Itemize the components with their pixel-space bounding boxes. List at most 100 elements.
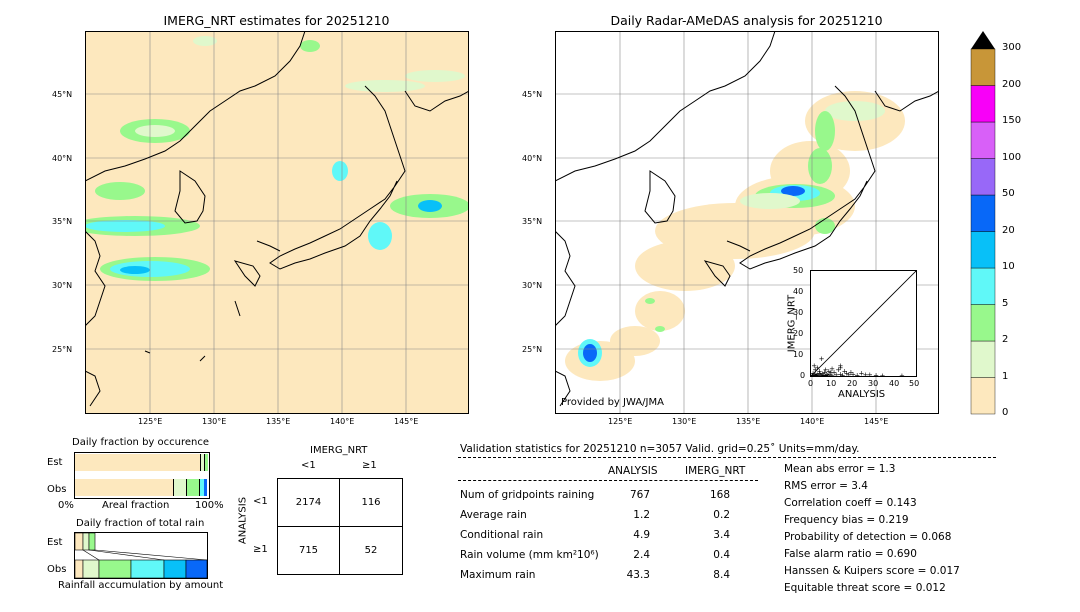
validation-col-analysis: ANALYSIS bbox=[608, 465, 658, 477]
stat-label: Rain volume (mm km²10⁶) bbox=[460, 549, 599, 561]
scatter-ytick: 40 bbox=[793, 287, 804, 296]
stat-imerg: 0.2 bbox=[713, 509, 730, 521]
stat-label: Maximum rain bbox=[460, 569, 536, 581]
rain-patch bbox=[300, 40, 320, 52]
scatter-point: + bbox=[844, 369, 850, 376]
right-map-title: Daily Radar-AMeDAS analysis for 20251210 bbox=[610, 13, 883, 28]
colorbar-bin bbox=[970, 340, 996, 378]
occurrence-obs-bar-2 bbox=[187, 479, 200, 496]
scatter-point: + bbox=[858, 369, 864, 376]
validation-col-imerg: IMERG_NRT bbox=[685, 465, 746, 477]
occurrence-title: Daily fraction by occurence bbox=[72, 437, 210, 448]
rain-obs-bar-0 bbox=[74, 559, 84, 579]
colorbar-labels: 0 1 2 5 10 20 50 100 150 200 300 bbox=[1002, 30, 1042, 418]
scatter-point: + bbox=[814, 371, 820, 376]
scatter-point: + bbox=[811, 362, 817, 370]
scatter-point: + bbox=[811, 369, 816, 376]
scatter-point: + bbox=[812, 366, 818, 374]
contingency-col-header: IMERG_NRT bbox=[310, 445, 368, 456]
rain-patch bbox=[135, 125, 175, 137]
scatter-point: + bbox=[840, 371, 846, 376]
occurrence-axis-right: 100% bbox=[195, 500, 224, 511]
scatter-point: + bbox=[813, 372, 819, 376]
colorbar-extend-arrow bbox=[971, 31, 995, 49]
left-map: 45°N 40°N 35°N 30°N 25°N bbox=[85, 31, 469, 414]
score-line: Mean abs error = 1.3 bbox=[784, 463, 896, 475]
contingency-cell-11: 2174 bbox=[295, 497, 322, 508]
scatter-point: + bbox=[814, 364, 820, 372]
colorbar-label: 20 bbox=[1002, 225, 1015, 236]
scatter-ytick: 0 bbox=[800, 371, 806, 380]
rain-patch bbox=[405, 70, 465, 82]
scatter-xtick: 20 bbox=[847, 379, 858, 388]
occurrence-obs-bar-4 bbox=[204, 479, 207, 496]
scatter-point: + bbox=[842, 367, 848, 375]
stat-label: Conditional rain bbox=[460, 529, 544, 541]
credit-text: Provided by JWA/JMA bbox=[561, 397, 664, 408]
rain-patch bbox=[193, 36, 217, 46]
scatter-point: + bbox=[815, 372, 821, 376]
occurrence-obs-bar-1 bbox=[174, 479, 187, 496]
occurrence-axis-mid: Areal fraction bbox=[102, 500, 170, 511]
scatter-point: + bbox=[827, 371, 833, 376]
rain-patch bbox=[418, 200, 442, 212]
diagonal-line bbox=[811, 271, 916, 376]
score-line: False alarm ratio = 0.690 bbox=[784, 548, 917, 560]
stat-imerg: 3.4 bbox=[713, 529, 730, 541]
lat-label: 45°N bbox=[522, 90, 543, 99]
right-map-frame bbox=[555, 31, 939, 414]
score-line: Hanssen & Kuipers score = 0.017 bbox=[784, 565, 960, 577]
colorbar-bin bbox=[970, 231, 996, 269]
contingency-row-ge: ≥1 bbox=[253, 544, 268, 555]
stat-analysis: 1.2 bbox=[633, 509, 650, 521]
colorbar-bin bbox=[970, 48, 996, 86]
validation-divider bbox=[458, 457, 996, 458]
contingency-row-header: ANALYSIS bbox=[237, 496, 249, 545]
contingency-grid: 2174 116 715 52 bbox=[277, 478, 403, 575]
scatter-point: + bbox=[823, 366, 829, 374]
contingency-cell-21: 715 bbox=[298, 545, 319, 556]
scatter-point: + bbox=[829, 365, 835, 373]
scatter-point: + bbox=[873, 372, 879, 376]
lat-label: 25°N bbox=[522, 345, 543, 354]
colorbar-label: 5 bbox=[1002, 298, 1009, 309]
scatter-xtick: 50 bbox=[909, 379, 920, 388]
scatter-xlabel: ANALYSIS bbox=[838, 389, 886, 400]
scatter-point: + bbox=[811, 372, 815, 376]
radar-rain bbox=[578, 101, 885, 367]
scatter-point: + bbox=[820, 370, 826, 376]
scatter-xtick: 0 bbox=[808, 379, 814, 388]
occurrence-obs-bar-3 bbox=[200, 479, 204, 496]
contingency-col-ge: ≥1 bbox=[362, 460, 377, 471]
scatter-point: + bbox=[824, 370, 830, 376]
rain-est-bar-0 bbox=[74, 532, 84, 551]
colorbar-label: 50 bbox=[1002, 188, 1015, 199]
rain-patch bbox=[368, 222, 392, 250]
scatter-point: + bbox=[823, 372, 829, 376]
colorbar bbox=[970, 31, 996, 415]
rain-patch bbox=[345, 80, 425, 92]
rain-patch bbox=[85, 220, 165, 232]
lat-label: 40°N bbox=[522, 154, 543, 163]
stat-analysis: 767 bbox=[629, 489, 650, 501]
occurrence-est-bar-2 bbox=[205, 454, 208, 471]
colorbar-label: 200 bbox=[1002, 79, 1022, 90]
rain-fraction-row-obs: Obs bbox=[47, 564, 67, 575]
scatter-point: + bbox=[811, 372, 817, 376]
occurrence-obs-bar-0 bbox=[75, 479, 174, 496]
lon-label: 135°E bbox=[266, 417, 291, 426]
contingency-cell-22: 52 bbox=[364, 545, 378, 556]
rain-link-line bbox=[88, 549, 165, 561]
scatter-point: + bbox=[846, 371, 852, 376]
stat-label: Num of gridpoints raining bbox=[460, 489, 595, 501]
lat-label: 25°N bbox=[52, 345, 73, 354]
colorbar-bin bbox=[970, 304, 996, 342]
occurrence-axis-left: 0% bbox=[58, 500, 74, 511]
coastline bbox=[85, 31, 469, 407]
contingency-divider-h bbox=[278, 526, 402, 527]
scatter-points: ++++++++++++++++++++++++++++++++ + +++++++… bbox=[811, 355, 905, 376]
scatter-point: + bbox=[812, 370, 818, 376]
lon-label: 125°E bbox=[138, 417, 163, 426]
lon-label: 135°E bbox=[736, 417, 761, 426]
contingency-col-lt: <1 bbox=[301, 460, 316, 471]
